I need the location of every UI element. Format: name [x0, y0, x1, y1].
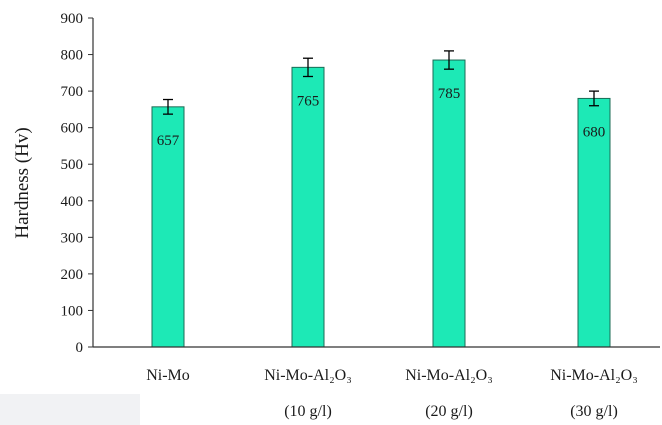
value-labels: 657 765 785 680 [157, 86, 606, 149]
y-tick-label: 600 [61, 121, 84, 137]
y-axis-title: Hardness (Hv) [12, 127, 33, 238]
x-category-sublabel: (30 g/l) [570, 403, 618, 420]
bar [151, 106, 185, 348]
x-category-sublabel: (20 g/l) [425, 403, 473, 420]
bar [291, 66, 325, 348]
y-tick-label: 100 [61, 303, 84, 319]
x-category-label: Ni-Mo-Al₂O₃ [550, 367, 638, 384]
bars [151, 59, 611, 348]
y-tick-label: 900 [61, 11, 84, 27]
x-category-label: Ni-Mo [146, 367, 190, 384]
x-axis: Ni-Mo Ni-Mo-Al₂O₃ (10 g/l) Ni-Mo-Al₂O₃ (20 g… [93, 346, 660, 420]
bar [577, 97, 611, 348]
y-tick-label: 300 [61, 230, 84, 246]
bar-value-label: 765 [297, 93, 320, 109]
bar-value-label: 657 [157, 133, 180, 149]
y-axis: 0 100 200 300 400 500 600 700 800 900 [61, 11, 94, 356]
x-category-label: Ni-Mo-Al₂O₃ [405, 367, 493, 384]
x-category-label: Ni-Mo-Al₂O₃ [264, 367, 352, 384]
bar-value-label: 785 [438, 86, 461, 102]
y-tick-label: 400 [61, 194, 84, 210]
y-tick-label: 700 [61, 84, 84, 100]
y-tick-label: 500 [61, 157, 84, 173]
y-tick-label: 800 [61, 48, 84, 64]
y-tick-label: 0 [76, 340, 84, 356]
bar [432, 59, 466, 348]
bar-value-label: 680 [583, 124, 606, 140]
bottom-shade [0, 394, 140, 425]
y-tick-label: 200 [61, 267, 84, 283]
x-category-sublabel: (10 g/l) [284, 403, 332, 420]
error-bars [163, 50, 599, 115]
